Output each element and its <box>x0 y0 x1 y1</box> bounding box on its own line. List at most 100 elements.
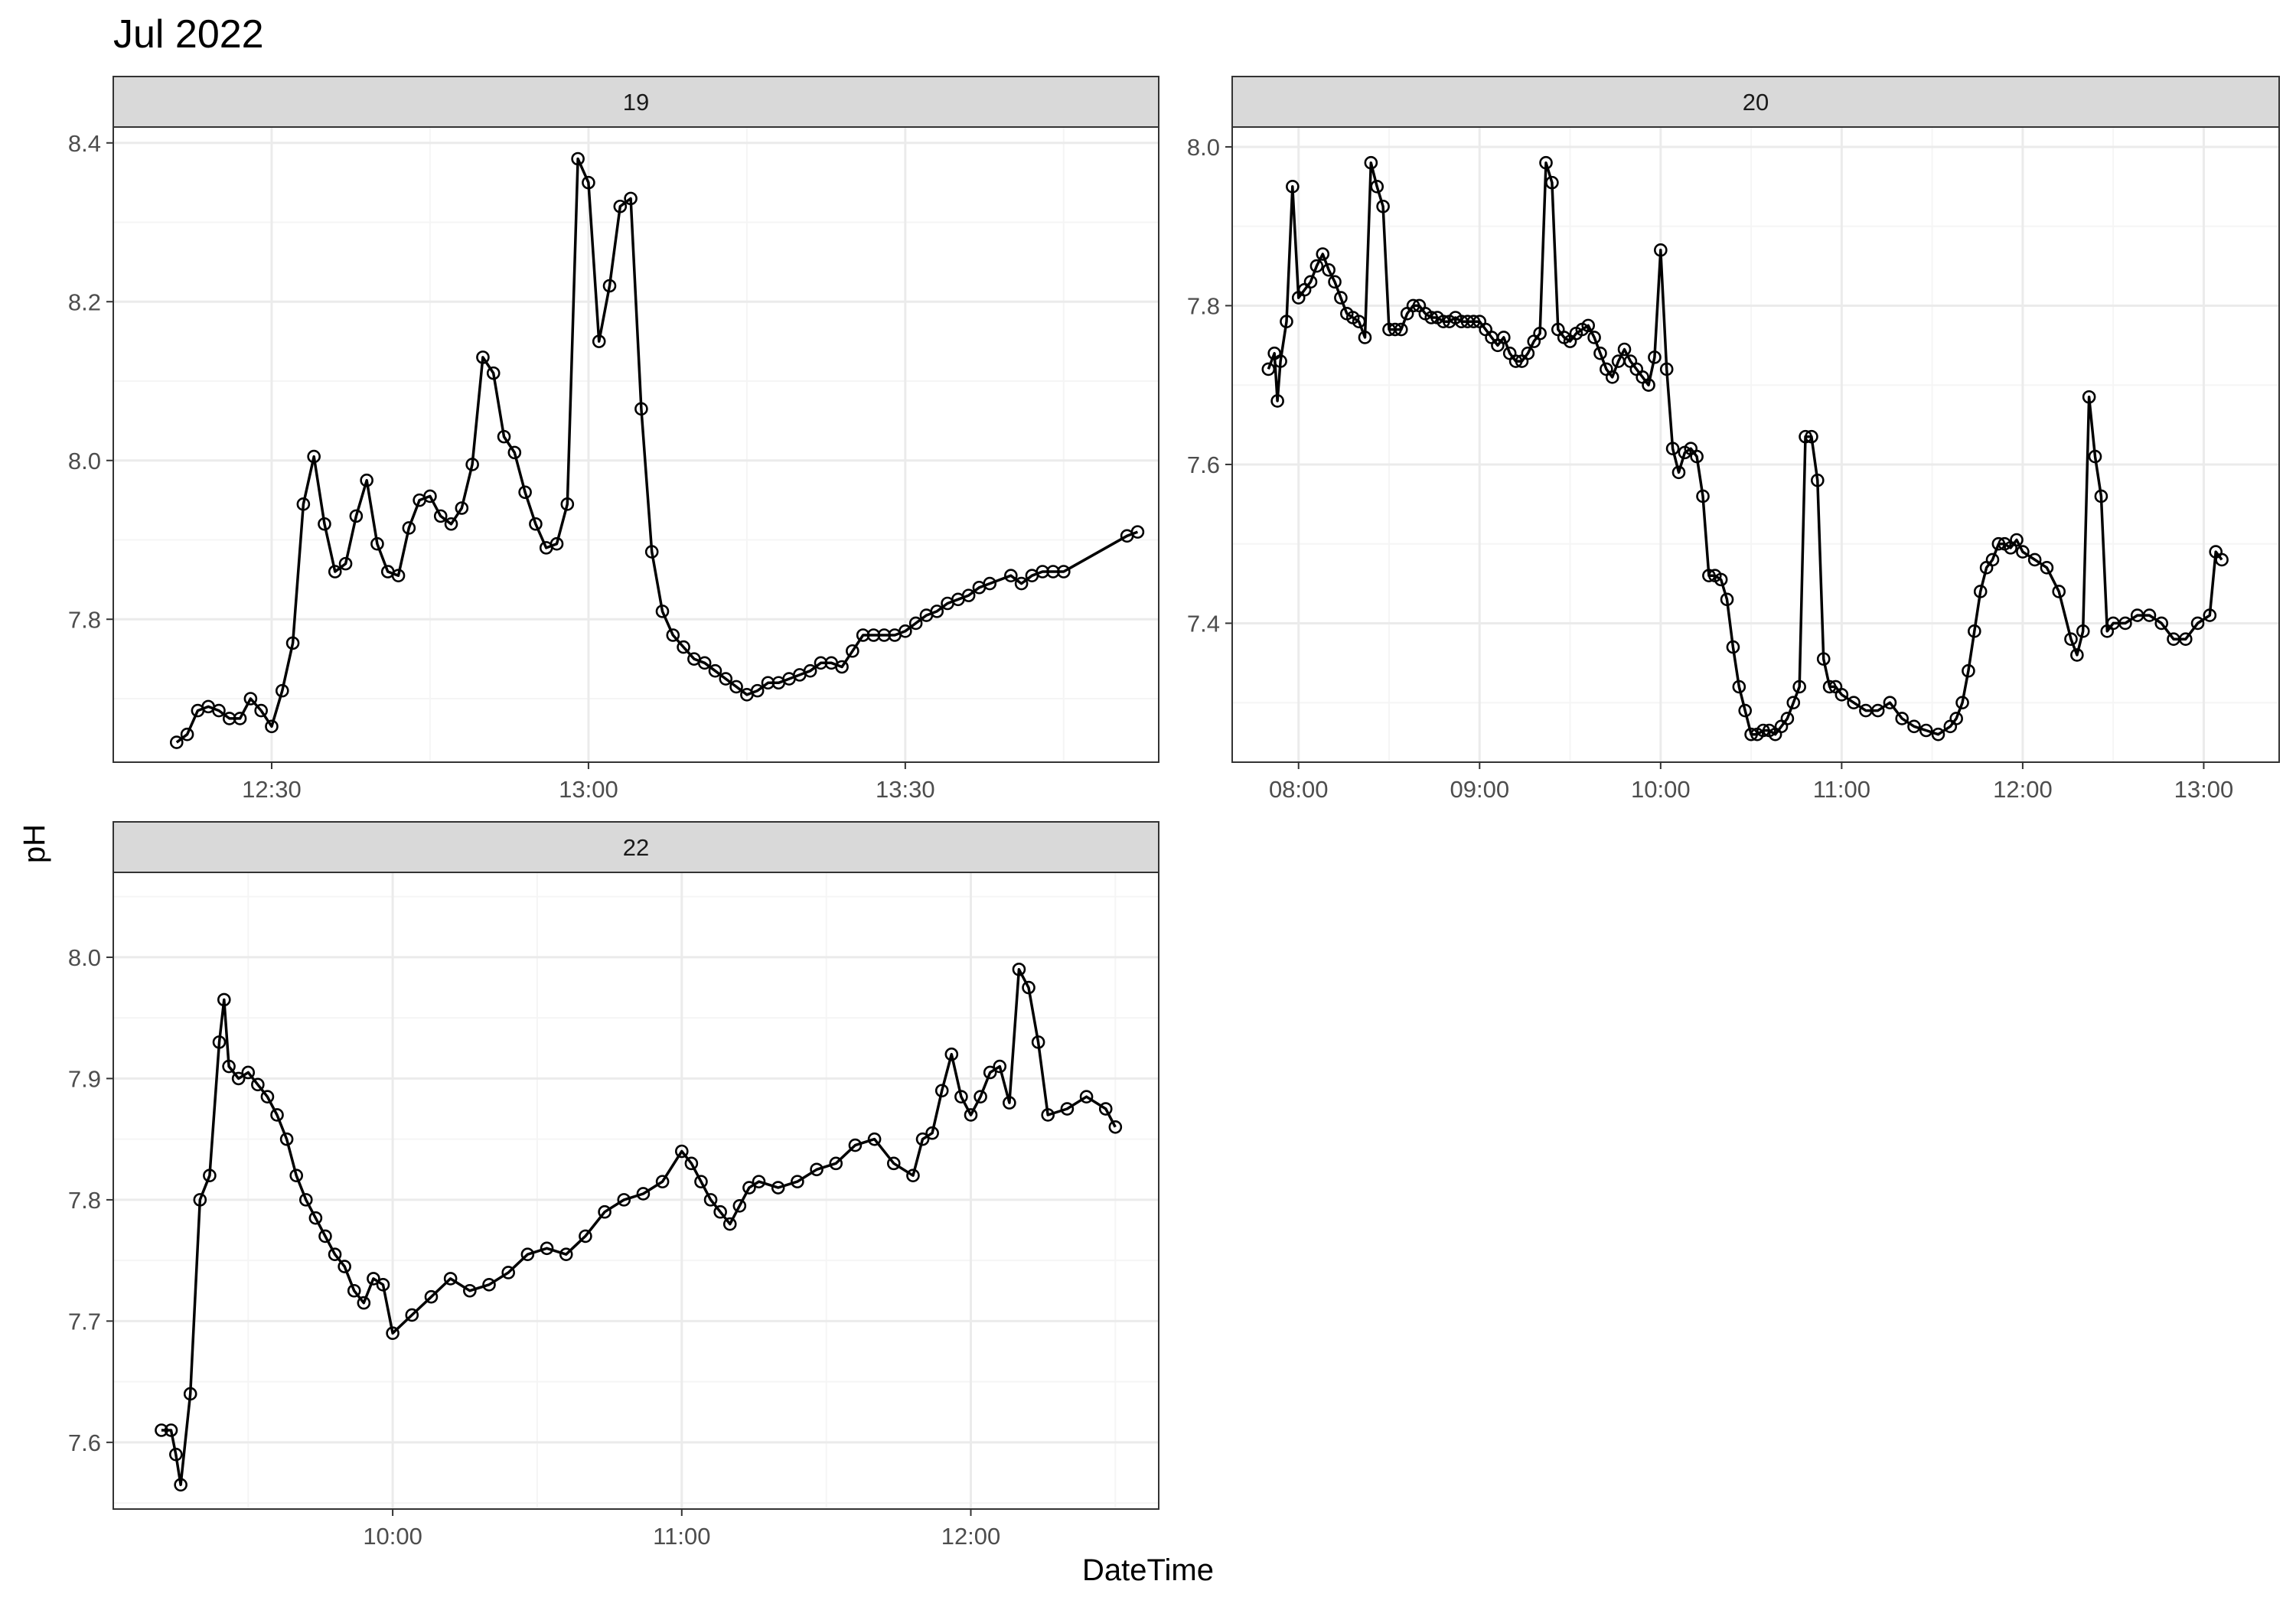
x-axis-title: DateTime <box>1082 1553 1214 1587</box>
panel-20-data-point <box>2094 489 2108 504</box>
panel-20-data-point <box>1738 703 1753 718</box>
panel-22-data-point <box>617 1193 631 1207</box>
panel-22-data-point <box>1079 1090 1094 1103</box>
panel-20-data-point <box>1370 180 1384 194</box>
panel-19-data-point <box>476 350 490 364</box>
panel-22-data-point <box>1031 1035 1045 1049</box>
panel-19-y-tick-label: 8.2 <box>68 288 101 315</box>
panel-22-data-point <box>174 1478 188 1492</box>
panel-22-data-point <box>964 1108 978 1122</box>
panel-20-x-tick-label: 10:00 <box>1631 776 1691 803</box>
panel-20-data-point <box>1376 199 1390 214</box>
panel-22-data-point <box>260 1090 275 1103</box>
panel-20-data-point <box>1671 465 1686 480</box>
panel-19-data-point <box>180 727 194 742</box>
panel-20-data-point <box>1659 362 1674 376</box>
panel-20-data-point <box>2203 608 2217 622</box>
y-axis-title-text: pH <box>18 823 52 864</box>
panel-19-data-point <box>961 588 976 602</box>
panel-22-data-point <box>703 1193 718 1207</box>
panel-20-data-point <box>1799 429 1812 444</box>
panel-22-data-point <box>1060 1102 1075 1116</box>
panel-22-x-tick-label: 11:00 <box>653 1523 710 1550</box>
panel-22-data-point <box>791 1175 804 1188</box>
panel-20-data-point <box>1394 322 1408 337</box>
panel-20-data-point <box>1388 322 1402 337</box>
panel-20-data-point <box>1521 346 1535 360</box>
panel-20-data-point <box>1822 680 1837 694</box>
y-axis-title: pH <box>15 824 51 863</box>
panel-22-data-point <box>810 1162 823 1177</box>
panel-19-background <box>113 127 1159 762</box>
panel-20-data-point <box>1437 315 1450 328</box>
panel-20-data-point <box>2076 624 2090 638</box>
panel-19-data-point <box>307 449 321 464</box>
panel-22-data-point <box>164 1423 178 1437</box>
panel-22-data-point <box>974 1090 987 1103</box>
panel-19-data-point <box>899 624 912 638</box>
panel-19-data-point <box>1004 569 1018 582</box>
panel-20-data-point <box>1605 370 1619 384</box>
panel-22-data-point <box>318 1229 332 1244</box>
panel-20-data-point <box>1756 723 1770 738</box>
panel-20-data-point <box>1780 712 1795 725</box>
panel-20-data-point <box>2010 533 2024 547</box>
panel-20-data-point <box>1847 696 1861 709</box>
panel-20-x-tick-label: 09:00 <box>1450 776 1509 803</box>
panel-19-data-point <box>677 640 690 654</box>
panel-19-data-point <box>708 663 722 678</box>
panel-22-data-point <box>867 1132 882 1146</box>
panel-22-data-point <box>732 1199 747 1213</box>
panel-19-data-point <box>613 199 628 214</box>
panel-22-data-point <box>675 1144 689 1159</box>
panel-20-data-point <box>1642 378 1655 392</box>
panel-20-data-point <box>1617 342 1632 357</box>
panel-22-data-point <box>1022 980 1035 995</box>
panel-22-data-point <box>713 1204 727 1219</box>
panel-20-data-point <box>2027 553 2042 567</box>
panel-20-data-point <box>1968 624 1981 638</box>
panel-19-data-point <box>666 628 680 642</box>
panel-20-data-point <box>1286 180 1300 194</box>
panel-19-data-point <box>243 692 258 706</box>
panel-20-data-point <box>1811 473 1825 487</box>
panel-22-background <box>113 872 1159 1509</box>
panel-20-data-point <box>1539 155 1553 170</box>
panel-20-data-point <box>1907 719 1921 734</box>
panel-20-data-point <box>1358 331 1372 344</box>
panel-20-y-tick-label: 8.0 <box>1187 134 1220 161</box>
panel-20-data-point <box>1593 346 1607 360</box>
panel-19-data-point <box>930 605 944 618</box>
panel-19-data-point <box>265 719 279 734</box>
panel-20-data-point <box>1270 394 1284 408</box>
panel-22-data-point <box>1041 1108 1055 1122</box>
panel-20-data-point <box>1955 696 1969 709</box>
panel-22-data-point <box>217 993 231 1007</box>
panel-22-data-point <box>829 1156 843 1171</box>
panel-20-data-point <box>1883 696 1897 709</box>
panel-20-data-point <box>1665 442 1680 455</box>
panel-22-data-point <box>1098 1102 1113 1116</box>
panel-20-data-point <box>1744 727 1758 742</box>
panel-22-data-point <box>559 1247 573 1261</box>
panel-22-data-point <box>722 1217 737 1231</box>
panel-19-data-point <box>455 501 469 515</box>
panel-19-data-point <box>529 517 543 531</box>
panel-22-data-point <box>540 1241 554 1256</box>
panel-20-data-point <box>2142 608 2157 622</box>
panel-20-data-point <box>1962 663 1975 678</box>
panel-20-data-point <box>1648 350 1662 364</box>
panel-19-y-tick-label: 7.8 <box>68 606 101 633</box>
panel-22-data-point <box>886 1156 901 1171</box>
panel-19-data-point <box>602 279 617 293</box>
panel-20-x-tick-label: 08:00 <box>1269 776 1329 803</box>
panel-19-data-point <box>582 175 595 190</box>
panel-19-y-tick-label: 8.0 <box>68 448 101 474</box>
panel-20-x-tick-label: 11:00 <box>1813 776 1870 803</box>
panel-20-data-point <box>1364 155 1378 170</box>
panel-20-data-point <box>1870 703 1885 718</box>
panel-22-strip <box>113 821 1159 873</box>
panel-19-data-point <box>254 703 268 718</box>
panel-22-data-point <box>848 1138 863 1152</box>
